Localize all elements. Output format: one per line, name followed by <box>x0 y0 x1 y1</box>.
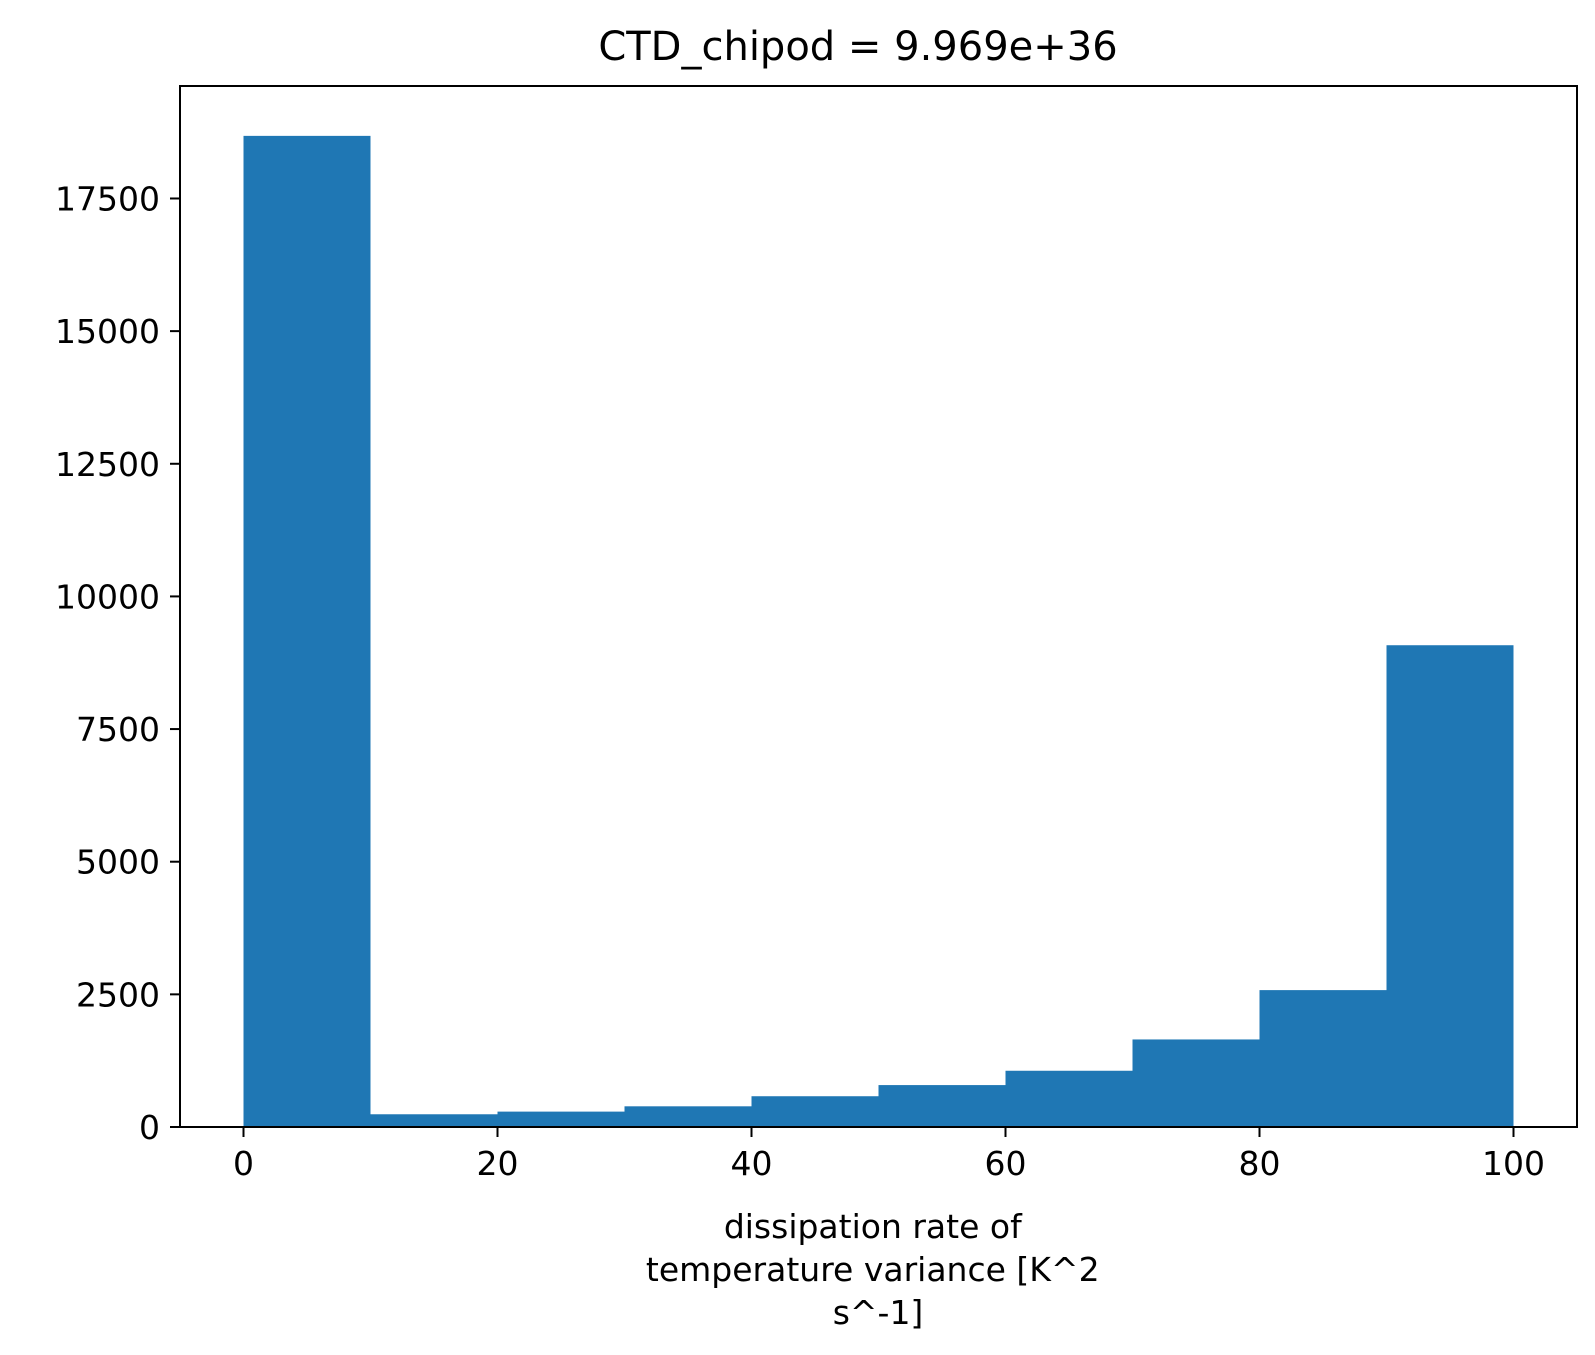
histogram-bar-4 <box>751 1096 879 1127</box>
y-tick-label: 15000 <box>55 312 160 351</box>
histogram-bar-9 <box>1386 645 1514 1127</box>
x-axis-label-line-2: temperature variance [K^2 <box>646 1250 1100 1289</box>
x-axis-ticks: 0 20 40 60 80 100 <box>233 1127 1545 1183</box>
histogram-bar-0 <box>243 135 371 1127</box>
histogram-bar-2 <box>497 1111 625 1127</box>
y-tick-label: 2500 <box>76 975 160 1014</box>
x-tick-label: 100 <box>1482 1144 1545 1183</box>
histogram-bar-3 <box>624 1106 752 1127</box>
x-tick-label: 40 <box>731 1144 773 1183</box>
x-axis-label-line-1: dissipation rate of <box>724 1207 1023 1246</box>
y-tick-label: 12500 <box>55 445 160 484</box>
histogram-bars <box>243 135 1514 1127</box>
x-tick-label: 20 <box>477 1144 519 1183</box>
y-axis-ticks: 0 2500 5000 7500 10000 12500 15000 17500 <box>55 179 180 1147</box>
histogram-bar-8 <box>1259 990 1387 1127</box>
y-tick-label: 5000 <box>76 843 160 882</box>
x-axis-label: dissipation rate of temperature variance… <box>646 1207 1110 1332</box>
histogram-bar-6 <box>1005 1070 1133 1127</box>
y-tick-label: 0 <box>139 1108 160 1147</box>
x-tick-label: 0 <box>233 1144 254 1183</box>
x-tick-label: 80 <box>1239 1144 1281 1183</box>
chart-title: CTD_chipod = 9.969e+36 <box>598 24 1117 70</box>
x-axis-label-line-3: s^-1] <box>833 1293 924 1332</box>
axes-frame <box>179 85 1578 1128</box>
x-tick-label: 60 <box>985 1144 1027 1183</box>
y-tick-label: 17500 <box>55 179 160 218</box>
histogram-bar-5 <box>878 1085 1006 1127</box>
histogram-bar-7 <box>1132 1039 1260 1127</box>
histogram-bar-1 <box>370 1114 498 1127</box>
y-tick-label: 10000 <box>55 577 160 616</box>
y-tick-label: 7500 <box>76 710 160 749</box>
